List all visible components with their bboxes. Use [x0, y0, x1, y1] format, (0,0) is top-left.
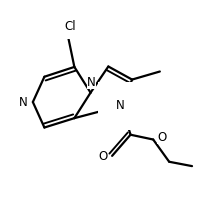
- Text: N: N: [87, 76, 96, 89]
- Text: N: N: [116, 99, 125, 112]
- Text: Cl: Cl: [64, 20, 76, 33]
- Text: O: O: [157, 131, 166, 144]
- Text: O: O: [99, 150, 108, 164]
- Text: N: N: [18, 95, 27, 109]
